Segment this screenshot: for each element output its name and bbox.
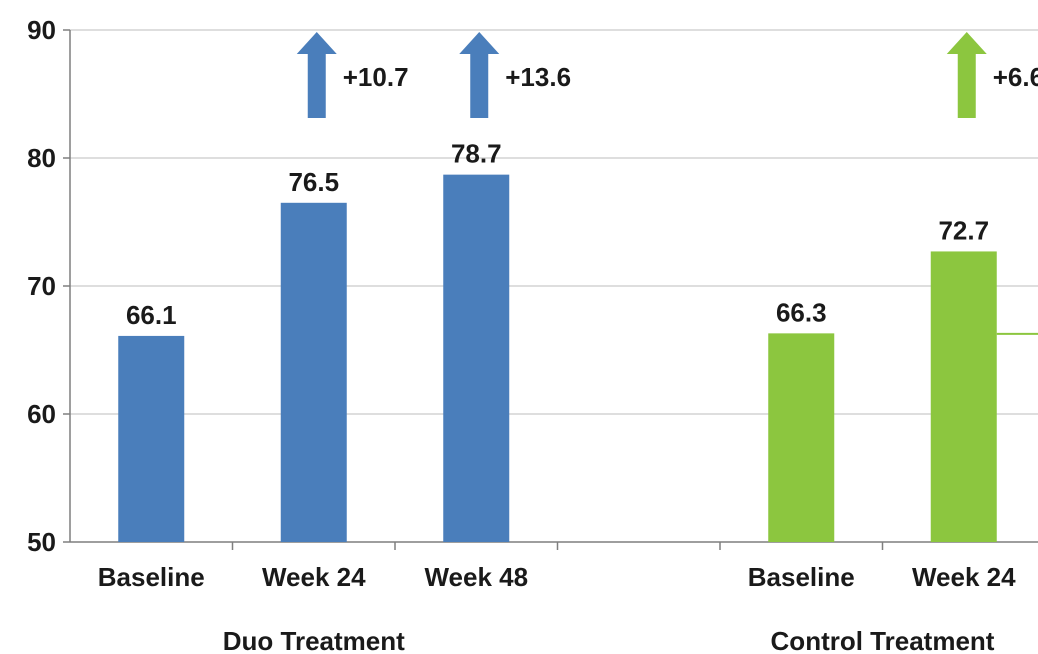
bar xyxy=(768,333,835,542)
change-label: +13.6 xyxy=(505,62,571,92)
axes: 50 60 70 80 90 xyxy=(27,15,1038,557)
x-category-label: Week 48 xyxy=(424,562,528,592)
bars xyxy=(118,174,997,543)
group-label-duo: Duo Treatment xyxy=(223,626,405,654)
x-category-label: Week 24 xyxy=(262,562,366,592)
increase-arrow-icon xyxy=(946,32,987,118)
increase-arrow-icon xyxy=(459,32,500,118)
increase-arrow-icon xyxy=(296,32,337,118)
bar-value-label: 66.1 xyxy=(126,300,177,330)
x-category-label: Baseline xyxy=(98,562,205,592)
bar-value-label: 72.7 xyxy=(938,215,989,245)
change-label: +6.6 xyxy=(993,62,1038,92)
y-tick-label: 50 xyxy=(27,527,56,557)
bar xyxy=(280,202,347,543)
y-tick-label: 60 xyxy=(27,399,56,429)
gridlines xyxy=(70,29,1038,415)
labels: 66.1 Baseline 76.5 Week 24 +10.7 78.7 Week 48 +… xyxy=(98,32,1038,654)
x-category-label: Baseline xyxy=(748,562,855,592)
change-label: +10.7 xyxy=(343,62,409,92)
y-tick-label: 90 xyxy=(27,15,56,45)
bar-value-label: 66.3 xyxy=(776,297,827,327)
group-label-control: Control Treatment xyxy=(771,626,995,654)
bar-value-label: 78.7 xyxy=(451,139,502,169)
bar xyxy=(118,335,185,542)
bar xyxy=(443,174,510,542)
y-tick-label: 80 xyxy=(27,143,56,173)
bar-value-label: 76.5 xyxy=(288,167,339,197)
x-category-label: Week 24 xyxy=(912,562,1016,592)
bar xyxy=(930,251,997,542)
y-tick-label: 70 xyxy=(27,271,56,301)
